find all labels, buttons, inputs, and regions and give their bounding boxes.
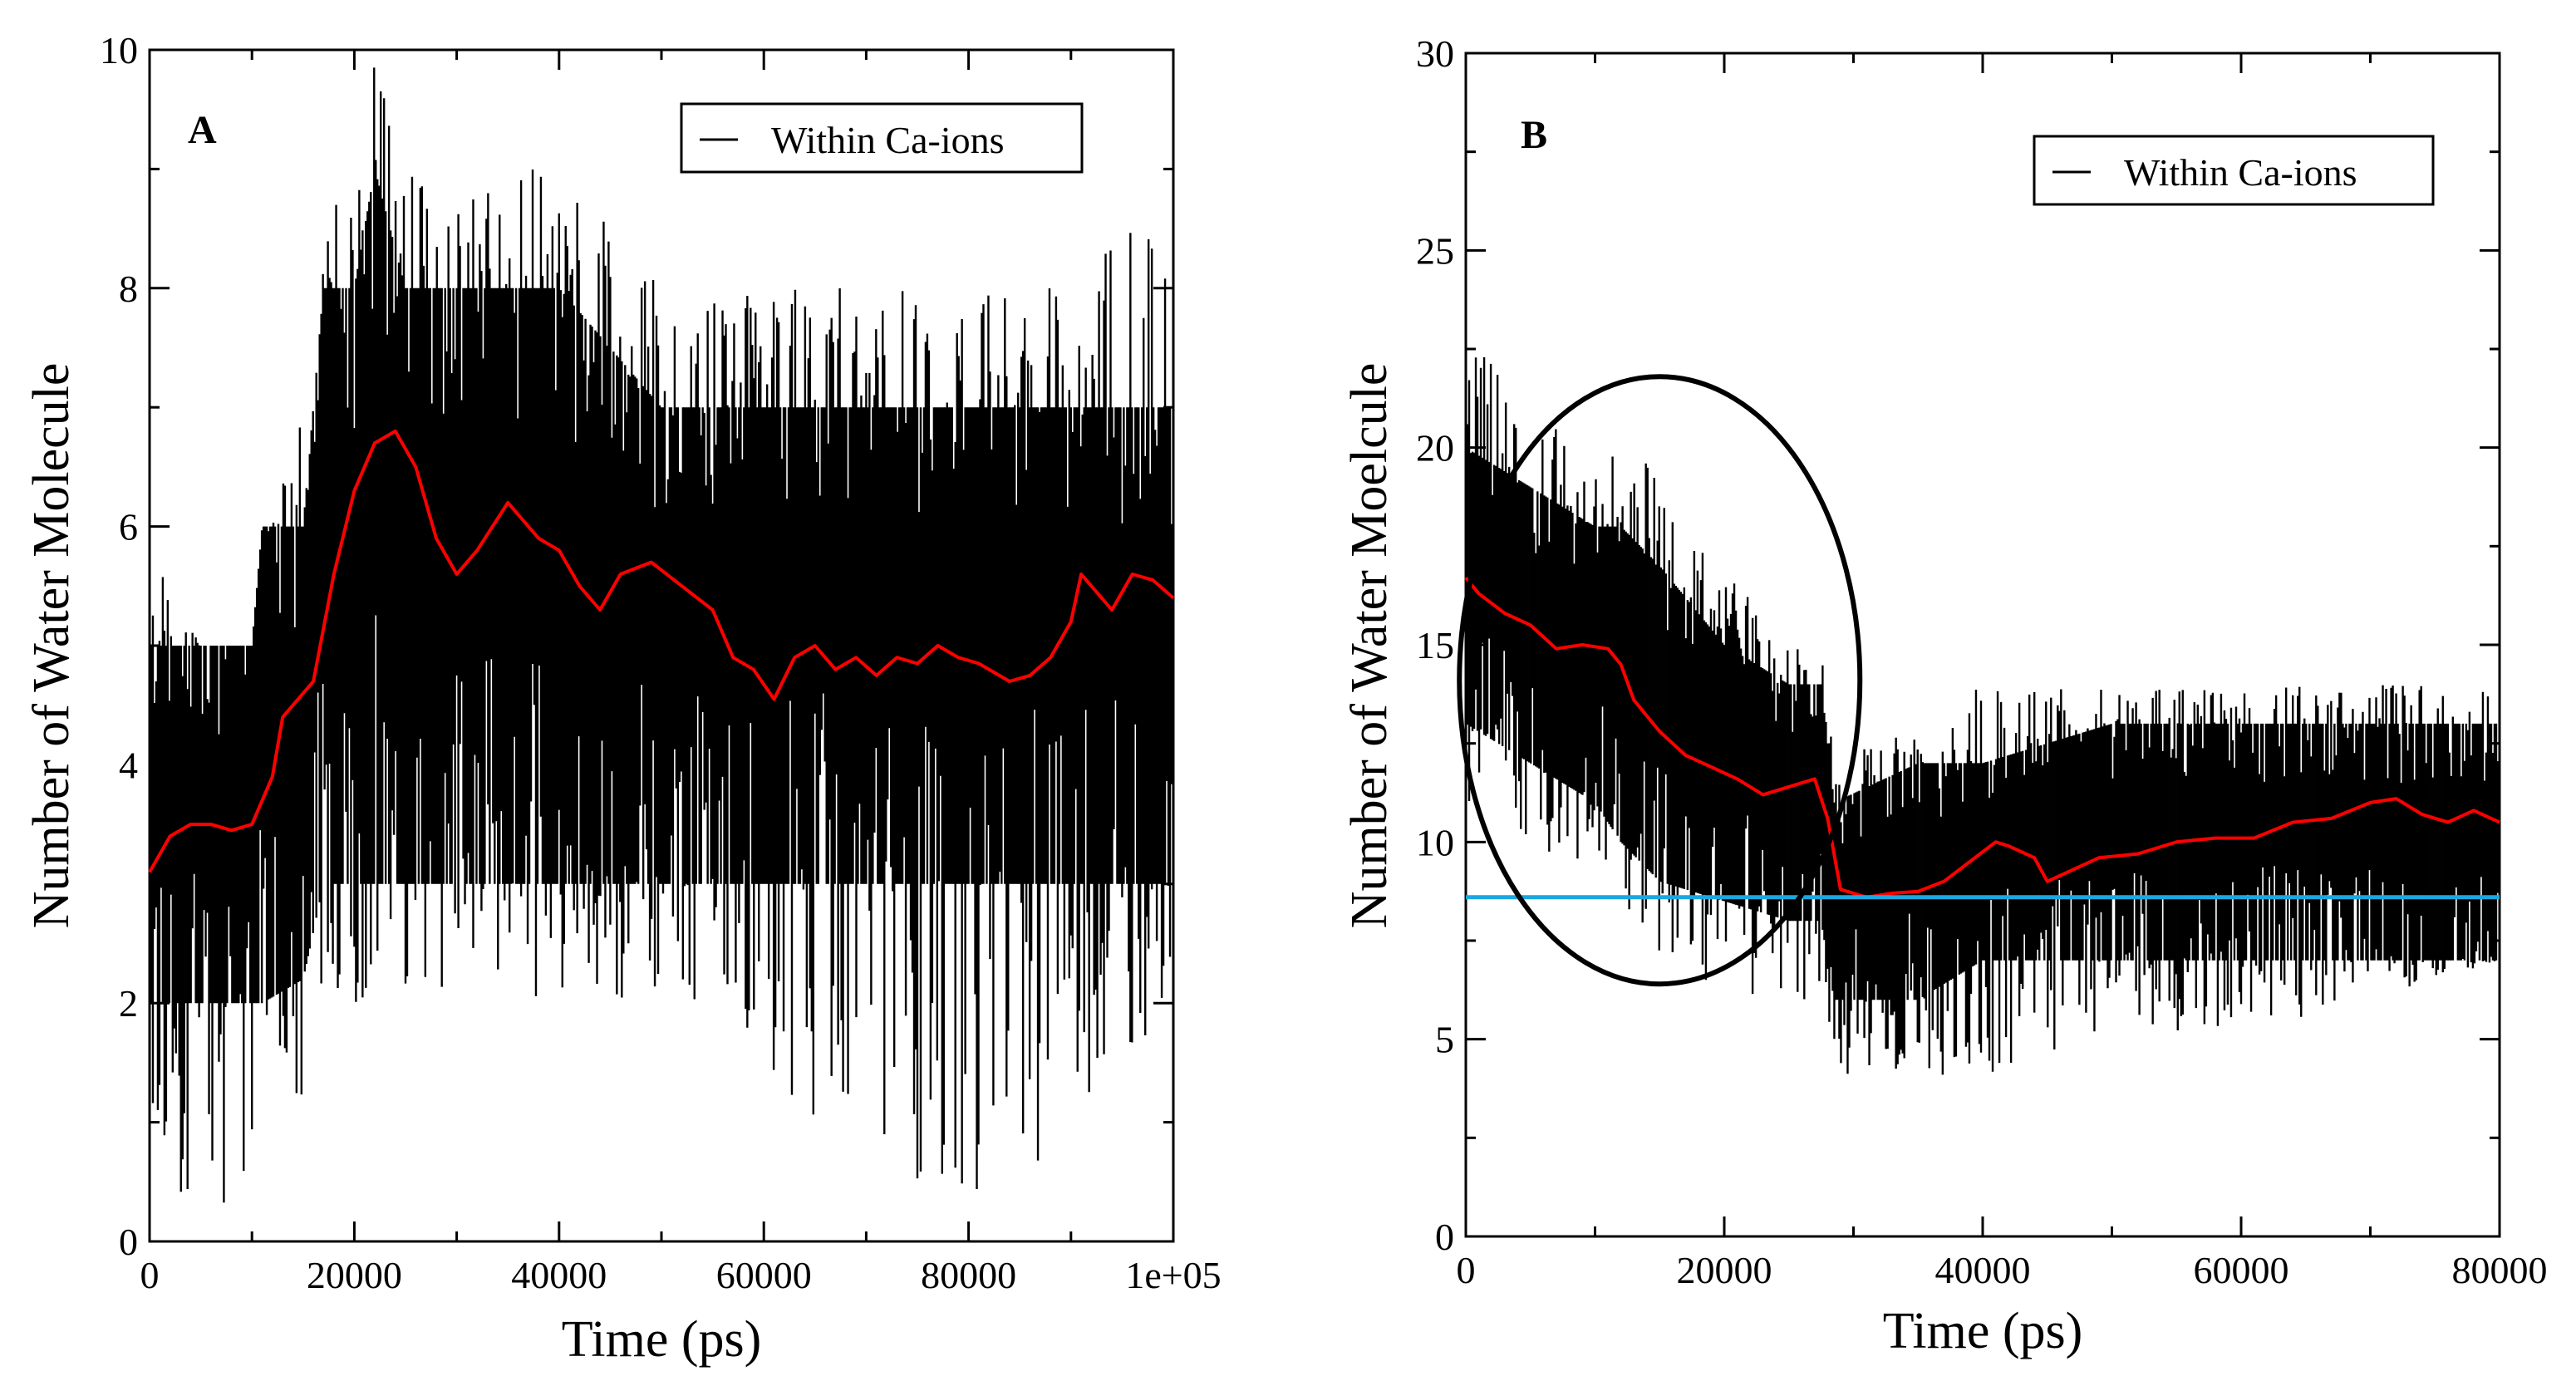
- x-axis-title-a: Time (ps): [562, 1311, 762, 1368]
- panel-b-letter: B: [1521, 113, 1547, 157]
- y-tick-label-b: 5: [1435, 1019, 1454, 1061]
- x-tick-label-a: 1e+05: [1125, 1254, 1221, 1296]
- raw-series-a: [148, 67, 1175, 1203]
- x-tick-label-a: 60000: [716, 1254, 812, 1296]
- y-tick-label-b: 25: [1416, 229, 1454, 272]
- raw-series-b: [1464, 356, 2501, 1075]
- legend-a: Within Ca-ions: [680, 102, 1084, 174]
- average-series-a: [148, 429, 1175, 873]
- y-tick-label-b: 30: [1416, 32, 1454, 75]
- x-tick-label-b: 0: [1457, 1249, 1476, 1291]
- x-tick-label-a: 80000: [921, 1254, 1016, 1296]
- y-ticks-b: 0 5 10 15 20 25 30: [1416, 32, 2500, 1258]
- running-average-line-b: [1464, 577, 2500, 899]
- legend-b-box: [2033, 135, 2435, 206]
- y-tick-label-a: 8: [119, 268, 138, 310]
- legend-b: Within Ca-ions: [2033, 135, 2435, 206]
- x-tick-label-a: 0: [140, 1254, 160, 1296]
- x-ticks-a: 0 20000 40000 60000 80000 1e+05: [140, 50, 1222, 1296]
- legend-a-box: [680, 102, 1084, 174]
- y-tick-label-b: 0: [1435, 1216, 1454, 1258]
- y-tick-label-a: 4: [119, 744, 138, 786]
- running-average-line-a: [148, 429, 1175, 873]
- highlight-ellipse-b: [1457, 374, 1863, 987]
- panel-a: 0 20000 40000 60000 80000 1e+05 0 2 4 6 8 10 A Wit…: [23, 29, 1222, 1368]
- x-tick-label-b: 40000: [1935, 1249, 2031, 1291]
- y-ticks-a: 0 2 4 6 8 10: [100, 29, 1173, 1263]
- average-series-b: [1457, 374, 2500, 987]
- x-tick-label-b: 80000: [2452, 1249, 2548, 1291]
- y-axis-title-b: Number of Water Moelcule: [1341, 363, 1398, 929]
- x-tick-label-a: 40000: [511, 1254, 607, 1296]
- y-axis-title-a: Number of Water Molecule: [23, 363, 80, 929]
- legend-b-label: Within Ca-ions: [2124, 151, 2357, 194]
- x-ticks-b: 0 20000 40000 60000 80000: [1457, 53, 2548, 1291]
- y-tick-label-a: 6: [119, 506, 138, 548]
- legend-a-label: Within Ca-ions: [771, 119, 1005, 161]
- y-tick-label-b: 15: [1416, 624, 1454, 666]
- panel-a-letter: A: [188, 108, 217, 152]
- y-tick-label-a: 10: [100, 29, 138, 71]
- x-axis-title-b: Time (ps): [1883, 1303, 2083, 1359]
- x-tick-label-b: 60000: [2194, 1249, 2289, 1291]
- y-tick-label-b: 10: [1416, 821, 1454, 863]
- y-tick-label-b: 20: [1416, 427, 1454, 469]
- x-tick-label-a: 20000: [307, 1254, 402, 1296]
- y-tick-label-a: 0: [119, 1221, 138, 1263]
- x-tick-label-b: 20000: [1677, 1249, 1772, 1291]
- panel-b: 0 20000 40000 60000 80000 0 5 10 15 20 25 30 B Wit…: [1341, 32, 2548, 1359]
- y-tick-label-a: 2: [119, 982, 138, 1025]
